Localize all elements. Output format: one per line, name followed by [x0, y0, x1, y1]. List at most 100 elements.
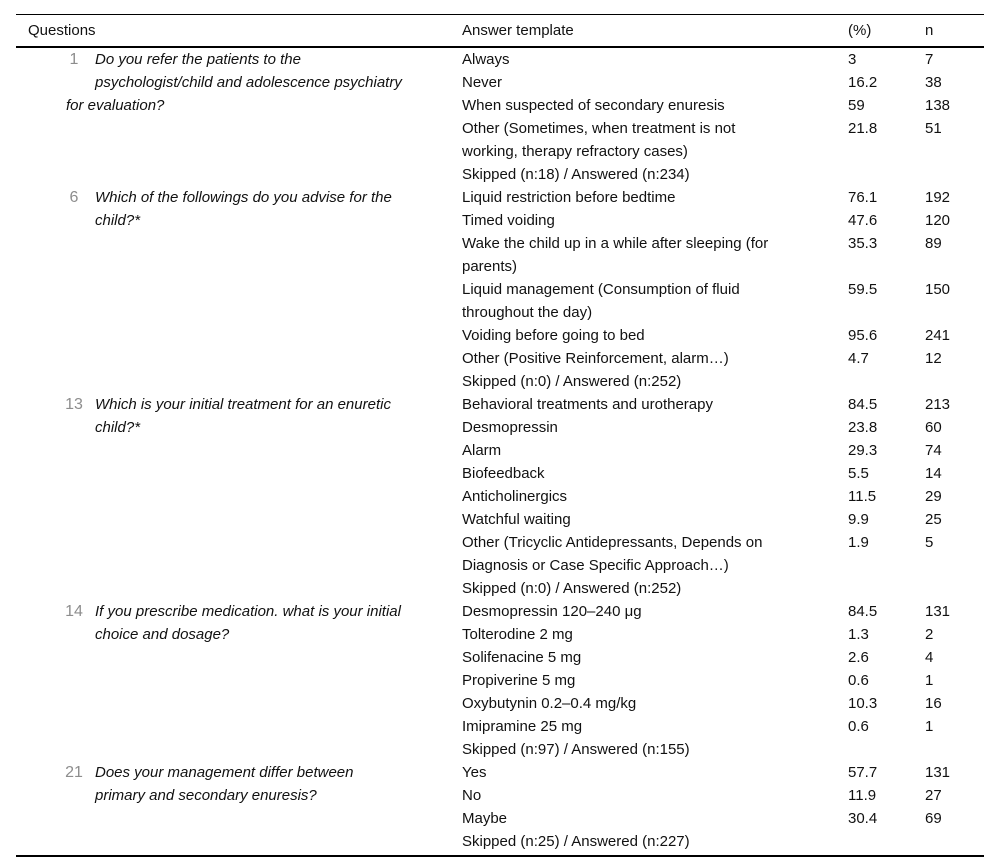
answer-row: Propiverine 5 mg 0.6 1 [462, 669, 984, 692]
question-cell: 6 Which of the followings do you advise … [16, 186, 462, 393]
question-block-21: 21 Does your management differ between p… [16, 761, 984, 853]
answer-percent: 95.6 [848, 327, 878, 344]
answer-count: 2 [925, 626, 934, 643]
answer-row-skipped: Skipped (n:25) / Answered (n:227) [462, 830, 984, 853]
answer-count: 69 [925, 810, 942, 827]
answer-row: Behavioral treatments and urotherapy 84.… [462, 393, 984, 416]
answer-row: No 11.9 27 [462, 784, 984, 807]
skipped-answered-note: Skipped (n:18) / Answered (n:234) [462, 166, 690, 183]
answer-count: 14 [925, 465, 942, 482]
answer-text: Tolterodine 2 mg [462, 626, 573, 643]
answer-row: Always 3 7 [462, 48, 984, 71]
answer-percent: 21.8 [848, 120, 878, 137]
answer-percent: 76.1 [848, 189, 878, 206]
skipped-answered-note: Skipped (n:97) / Answered (n:155) [462, 741, 690, 758]
answer-percent: 57.7 [848, 764, 878, 781]
column-header-n: n [925, 22, 934, 39]
answer-count: 120 [925, 212, 951, 229]
answer-row-skipped: Skipped (n:18) / Answered (n:234) [462, 163, 984, 186]
question-text: Which is your initial treatment for an e… [95, 396, 391, 436]
column-header-percent: (%) [848, 22, 872, 39]
answer-percent: 30.4 [848, 810, 878, 827]
answer-text: Solifenacine 5 mg [462, 649, 582, 666]
answer-percent: 0.6 [848, 672, 869, 689]
answer-row: Voiding before going to bed 95.6 241 [462, 324, 984, 347]
answer-text: Propiverine 5 mg [462, 672, 576, 689]
answer-count: 25 [925, 511, 942, 528]
question-text: Which of the followings do you advise fo… [95, 189, 392, 229]
answer-row: Other (Tricyclic Antidepressants, Depend… [462, 531, 984, 577]
skipped-answered-note: Skipped (n:0) / Answered (n:252) [462, 580, 682, 597]
answer-row: Other (Positive Reinforcement, alarm…) 4… [462, 347, 984, 370]
answer-count: 138 [925, 97, 951, 114]
skipped-answered-note: Skipped (n:25) / Answered (n:227) [462, 833, 690, 850]
answers-column: Behavioral treatments and urotherapy 84.… [462, 393, 984, 600]
skipped-answered-note: Skipped (n:0) / Answered (n:252) [462, 373, 682, 390]
answer-text: When suspected of secondary enuresis [462, 97, 725, 114]
answer-text: Oxybutynin 0.2–0.4 mg/kg [462, 695, 637, 712]
answer-text: Other (Tricyclic Antidepressants, Depend… [462, 534, 763, 574]
answer-row: Anticholinergics 11.5 29 [462, 485, 984, 508]
answer-percent: 35.3 [848, 235, 878, 252]
answer-text: Alarm [462, 442, 502, 459]
answer-text: Watchful waiting [462, 511, 571, 528]
answer-count: 241 [925, 327, 951, 344]
answer-row: Wake the child up in a while after sleep… [462, 232, 984, 278]
answer-percent: 84.5 [848, 396, 878, 413]
answer-text: Maybe [462, 810, 508, 827]
answer-row: Liquid management (Consumption of fluid … [462, 278, 984, 324]
answer-count: 192 [925, 189, 951, 206]
answer-row: When suspected of secondary enuresis 59 … [462, 94, 984, 117]
answer-percent: 2.6 [848, 649, 869, 666]
question-cell: 21 Does your management differ between p… [16, 761, 462, 853]
question-text-overhang: for evaluation? [66, 97, 165, 114]
answer-text: Desmopressin [462, 419, 558, 436]
question-number: 14 [65, 603, 83, 620]
answer-count: 12 [925, 350, 942, 367]
answer-count: 60 [925, 419, 942, 436]
answer-percent: 1.3 [848, 626, 869, 643]
answer-row: Oxybutynin 0.2–0.4 mg/kg 10.3 16 [462, 692, 984, 715]
answer-count: 38 [925, 74, 942, 91]
answer-text: Other (Positive Reinforcement, alarm…) [462, 350, 729, 367]
answer-row: Alarm 29.3 74 [462, 439, 984, 462]
answer-percent: 0.6 [848, 718, 869, 735]
answer-row: Biofeedback 5.5 14 [462, 462, 984, 485]
answer-count: 150 [925, 281, 951, 298]
question-cell: 14 If you prescribe medication. what is … [16, 600, 462, 761]
question-block-14: 14 If you prescribe medication. what is … [16, 600, 984, 761]
question-number: 6 [69, 189, 79, 206]
answer-percent: 5.5 [848, 465, 869, 482]
answer-percent: 23.8 [848, 419, 878, 436]
answer-percent: 10.3 [848, 695, 878, 712]
answer-row: Other (Sometimes, when treatment is not … [462, 117, 984, 163]
answer-percent: 16.2 [848, 74, 878, 91]
answer-text: Timed voiding [462, 212, 555, 229]
question-number: 1 [69, 51, 79, 68]
answer-row: Maybe 30.4 69 [462, 807, 984, 830]
answer-percent: 11.9 [848, 787, 877, 804]
table-header-row: Questions Answer template (%) n [16, 15, 984, 48]
answer-row: Desmopressin 120–240 μg 84.5 131 [462, 600, 984, 623]
question-block-13: 13 Which is your initial treatment for a… [16, 393, 984, 600]
answer-count: 29 [925, 488, 942, 505]
answer-count: 1 [925, 718, 934, 735]
question-text: Do you refer the patients to the psychol… [95, 51, 402, 91]
answer-percent: 11.5 [848, 488, 877, 505]
answer-count: 5 [925, 534, 934, 551]
answer-text: Never [462, 74, 503, 91]
answer-row: Solifenacine 5 mg 2.6 4 [462, 646, 984, 669]
answer-percent: 9.9 [848, 511, 869, 528]
answer-count: 74 [925, 442, 942, 459]
answer-row: Watchful waiting 9.9 25 [462, 508, 984, 531]
answer-percent: 59.5 [848, 281, 878, 298]
answer-text: Wake the child up in a while after sleep… [462, 235, 769, 275]
answer-percent: 1.9 [848, 534, 869, 551]
answer-text: Always [462, 51, 510, 68]
answer-row: Liquid restriction before bedtime 76.1 1… [462, 186, 984, 209]
answer-percent: 4.7 [848, 350, 869, 367]
answer-row-skipped: Skipped (n:97) / Answered (n:155) [462, 738, 984, 761]
answers-column: Always 3 7 Never 16.2 38 When suspected … [462, 48, 984, 186]
survey-results-table: Questions Answer template (%) n 1 Do you… [16, 14, 984, 857]
answer-count: 51 [925, 120, 942, 137]
